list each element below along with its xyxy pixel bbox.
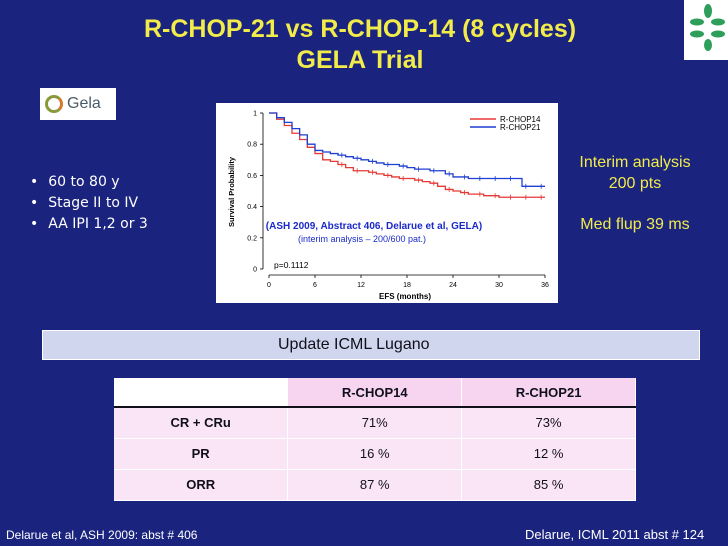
y-tick-label: 0	[253, 267, 257, 274]
x-axis-label: EFS (months)	[379, 292, 431, 301]
leaf-icon	[690, 4, 725, 51]
table-row-label: ORR	[114, 469, 289, 501]
y-tick-label: 0.8	[247, 142, 257, 149]
criteria-item: Stage II to IV	[30, 193, 148, 214]
update-banner-label: Update ICML Lugano	[278, 336, 430, 353]
criteria-item: AA IPI 1,2 or 3	[30, 214, 148, 235]
gela-logo: Gela	[40, 88, 116, 120]
gela-logo-text: Gela	[67, 95, 101, 112]
x-tick-label: 6	[313, 282, 317, 289]
y-tick-label: 0.6	[247, 173, 257, 180]
y-tick-label: 1	[253, 111, 257, 118]
x-tick-label: 36	[541, 282, 549, 289]
legend-label-chop14: R-CHOP14	[500, 115, 541, 124]
table-cell: 87 %	[287, 469, 463, 501]
table-row: CR + CRu 71% 73%	[114, 407, 636, 439]
table-row-label: PR	[114, 438, 289, 470]
table-header-row: R-CHOP14 R-CHOP21	[114, 378, 636, 408]
footer-citation-left: Delarue et al, ASH 2009: abst # 406	[6, 528, 198, 542]
footer-citation-right: Delarue, ICML 2011 abst # 124	[525, 527, 705, 542]
interim-line-3: Med flup 39 ms	[580, 216, 690, 233]
table-row: PR 16 % 12 %	[114, 438, 636, 470]
title-line-1: R-CHOP-21 vs R-CHOP-14 (8 cycles)	[143, 15, 577, 43]
table-cell: 71%	[287, 407, 463, 439]
criteria-item: 60 to 80 y	[30, 172, 148, 193]
slide-title: R-CHOP-21 vs R-CHOP-14 (8 cycles) GELA T…	[40, 14, 680, 76]
km-curve-r-chop21	[269, 112, 545, 187]
table-header-cell: R-CHOP21	[461, 378, 636, 408]
table-cell: 73%	[461, 407, 636, 439]
chart-annotation-line-2: (interim analysis – 200/600 pat.)	[298, 234, 426, 244]
table-header-cell	[114, 378, 289, 408]
x-tick-label: 30	[495, 282, 503, 289]
x-tick-label: 18	[403, 282, 411, 289]
update-banner: Update ICML Lugano	[42, 330, 700, 360]
km-chart: Survival Probability EFS (months) (ASH 2…	[227, 111, 549, 302]
table-row-label: CR + CRu	[114, 407, 289, 439]
interim-line-2: 200 pts	[608, 175, 662, 192]
table-header-cell: R-CHOP14	[287, 378, 463, 408]
gela-ring-icon	[45, 95, 63, 113]
p-value-label: p=0.1112	[274, 260, 309, 270]
y-tick-label: 0.4	[247, 204, 257, 211]
corner-leaf-logo	[684, 0, 728, 60]
legend-label-chop21: R-CHOP21	[500, 123, 541, 132]
x-tick-label: 24	[449, 282, 457, 289]
table-cell: 85 %	[461, 469, 636, 501]
km-curve-r-chop14	[269, 112, 545, 198]
results-table: R-CHOP14 R-CHOP21 CR + CRu 71% 73% PR 16…	[114, 378, 636, 501]
y-axis-label: Survival Probability	[227, 156, 236, 227]
x-tick-label: 0	[267, 282, 271, 289]
criteria-list: 60 to 80 y Stage II to IV AA IPI 1,2 or …	[30, 172, 148, 235]
km-plot: Survival Probability EFS (months) (ASH 2…	[216, 103, 558, 303]
interim-info: Interim analysis 200 pts Med flup 39 ms	[562, 152, 708, 235]
y-tick-label: 0.2	[247, 235, 257, 242]
table-cell: 16 %	[287, 438, 463, 470]
interim-line-1: Interim analysis	[579, 154, 691, 171]
chart-annotation-line-1: (ASH 2009, Abstract 406, Delarue et al, …	[266, 221, 482, 232]
title-line-2: GELA Trial	[296, 46, 424, 74]
x-tick-label: 12	[357, 282, 365, 289]
table-cell: 12 %	[461, 438, 636, 470]
table-row: ORR 87 % 85 %	[114, 469, 636, 501]
